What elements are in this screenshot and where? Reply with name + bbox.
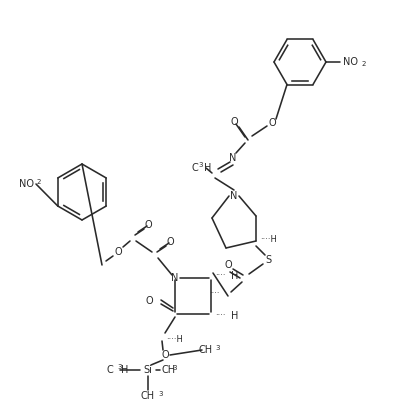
Text: 3: 3 (159, 391, 163, 397)
Text: N: N (229, 153, 237, 163)
Text: CH: CH (162, 365, 176, 375)
Text: CH: CH (199, 345, 213, 355)
Text: 3: 3 (199, 162, 203, 168)
Text: O: O (224, 260, 232, 270)
Text: ····H: ····H (166, 335, 183, 344)
Text: ····: ···· (215, 271, 226, 281)
Text: O: O (144, 220, 152, 230)
Text: C: C (106, 365, 113, 375)
Text: ····: ···· (215, 311, 226, 321)
Text: N: N (230, 191, 238, 201)
Text: H: H (204, 163, 212, 173)
Text: H: H (231, 271, 238, 281)
Text: 3: 3 (173, 365, 177, 371)
Text: O: O (145, 296, 153, 306)
Text: 2: 2 (362, 61, 366, 67)
Text: 3: 3 (118, 364, 122, 370)
Text: C: C (192, 163, 198, 173)
Text: Si: Si (143, 365, 152, 375)
Text: O: O (166, 237, 174, 247)
Text: NO: NO (19, 179, 34, 189)
Text: ····: ···· (209, 290, 220, 299)
Text: ····H: ····H (260, 235, 277, 244)
Text: O: O (230, 117, 238, 127)
Text: NO: NO (344, 57, 359, 67)
Text: H: H (231, 311, 238, 321)
Text: N: N (171, 273, 179, 283)
Text: 3: 3 (216, 345, 220, 351)
Text: S: S (265, 255, 271, 265)
Text: O: O (268, 118, 276, 128)
Text: CH: CH (141, 391, 155, 401)
Text: O: O (114, 247, 122, 257)
Text: 2: 2 (37, 179, 41, 185)
Text: H: H (120, 365, 128, 375)
Text: O: O (161, 350, 169, 360)
